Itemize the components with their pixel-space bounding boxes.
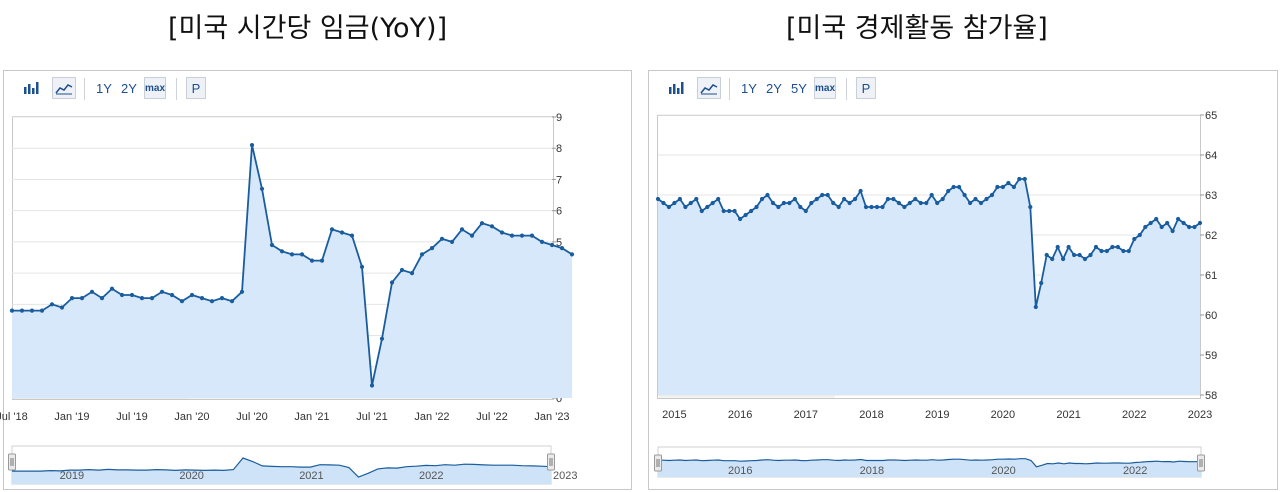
left-chart-title: [미국 시간당 임금(YoY)]: [168, 13, 448, 44]
logo-brand: Investing: [23, 359, 142, 392]
right-chart-panel: 1Y 2Y 5Y max P Investing .com: [648, 70, 1278, 490]
toolbar-separator: [176, 78, 177, 100]
range-1y-button[interactable]: 1Y: [741, 80, 757, 96]
range-2y-button[interactable]: 2Y: [121, 80, 137, 96]
line-chart-icon[interactable]: [697, 77, 721, 99]
logo-brand: Investing: [669, 357, 788, 390]
range-max-button[interactable]: max: [144, 77, 166, 99]
left-chart-panel: 1Y 2Y max P Investing .com: [3, 70, 632, 490]
toolbar-separator: [846, 78, 847, 100]
logo-suffix: .com: [787, 366, 829, 387]
right-toolbar: 1Y 2Y 5Y max P: [649, 71, 1277, 105]
right-chart-title: [미국 경제활동 참가율]: [786, 13, 1048, 44]
bar-chart-icon[interactable]: [20, 77, 42, 99]
bar-chart-icon[interactable]: [665, 77, 687, 99]
logo-suffix: .com: [141, 368, 183, 389]
print-button[interactable]: P: [856, 77, 876, 99]
investing-logo: Investing .com: [659, 350, 835, 398]
investing-logo: Investing .com: [13, 353, 188, 399]
print-button[interactable]: P: [186, 77, 206, 99]
range-2y-button[interactable]: 2Y: [766, 80, 782, 96]
toolbar-separator: [84, 78, 85, 100]
toolbar-separator: [729, 78, 730, 100]
left-toolbar: 1Y 2Y max P: [4, 71, 631, 105]
range-5y-button[interactable]: 5Y: [791, 80, 807, 96]
range-max-button[interactable]: max: [814, 77, 836, 99]
range-1y-button[interactable]: 1Y: [96, 80, 112, 96]
line-chart-icon[interactable]: [52, 77, 76, 99]
